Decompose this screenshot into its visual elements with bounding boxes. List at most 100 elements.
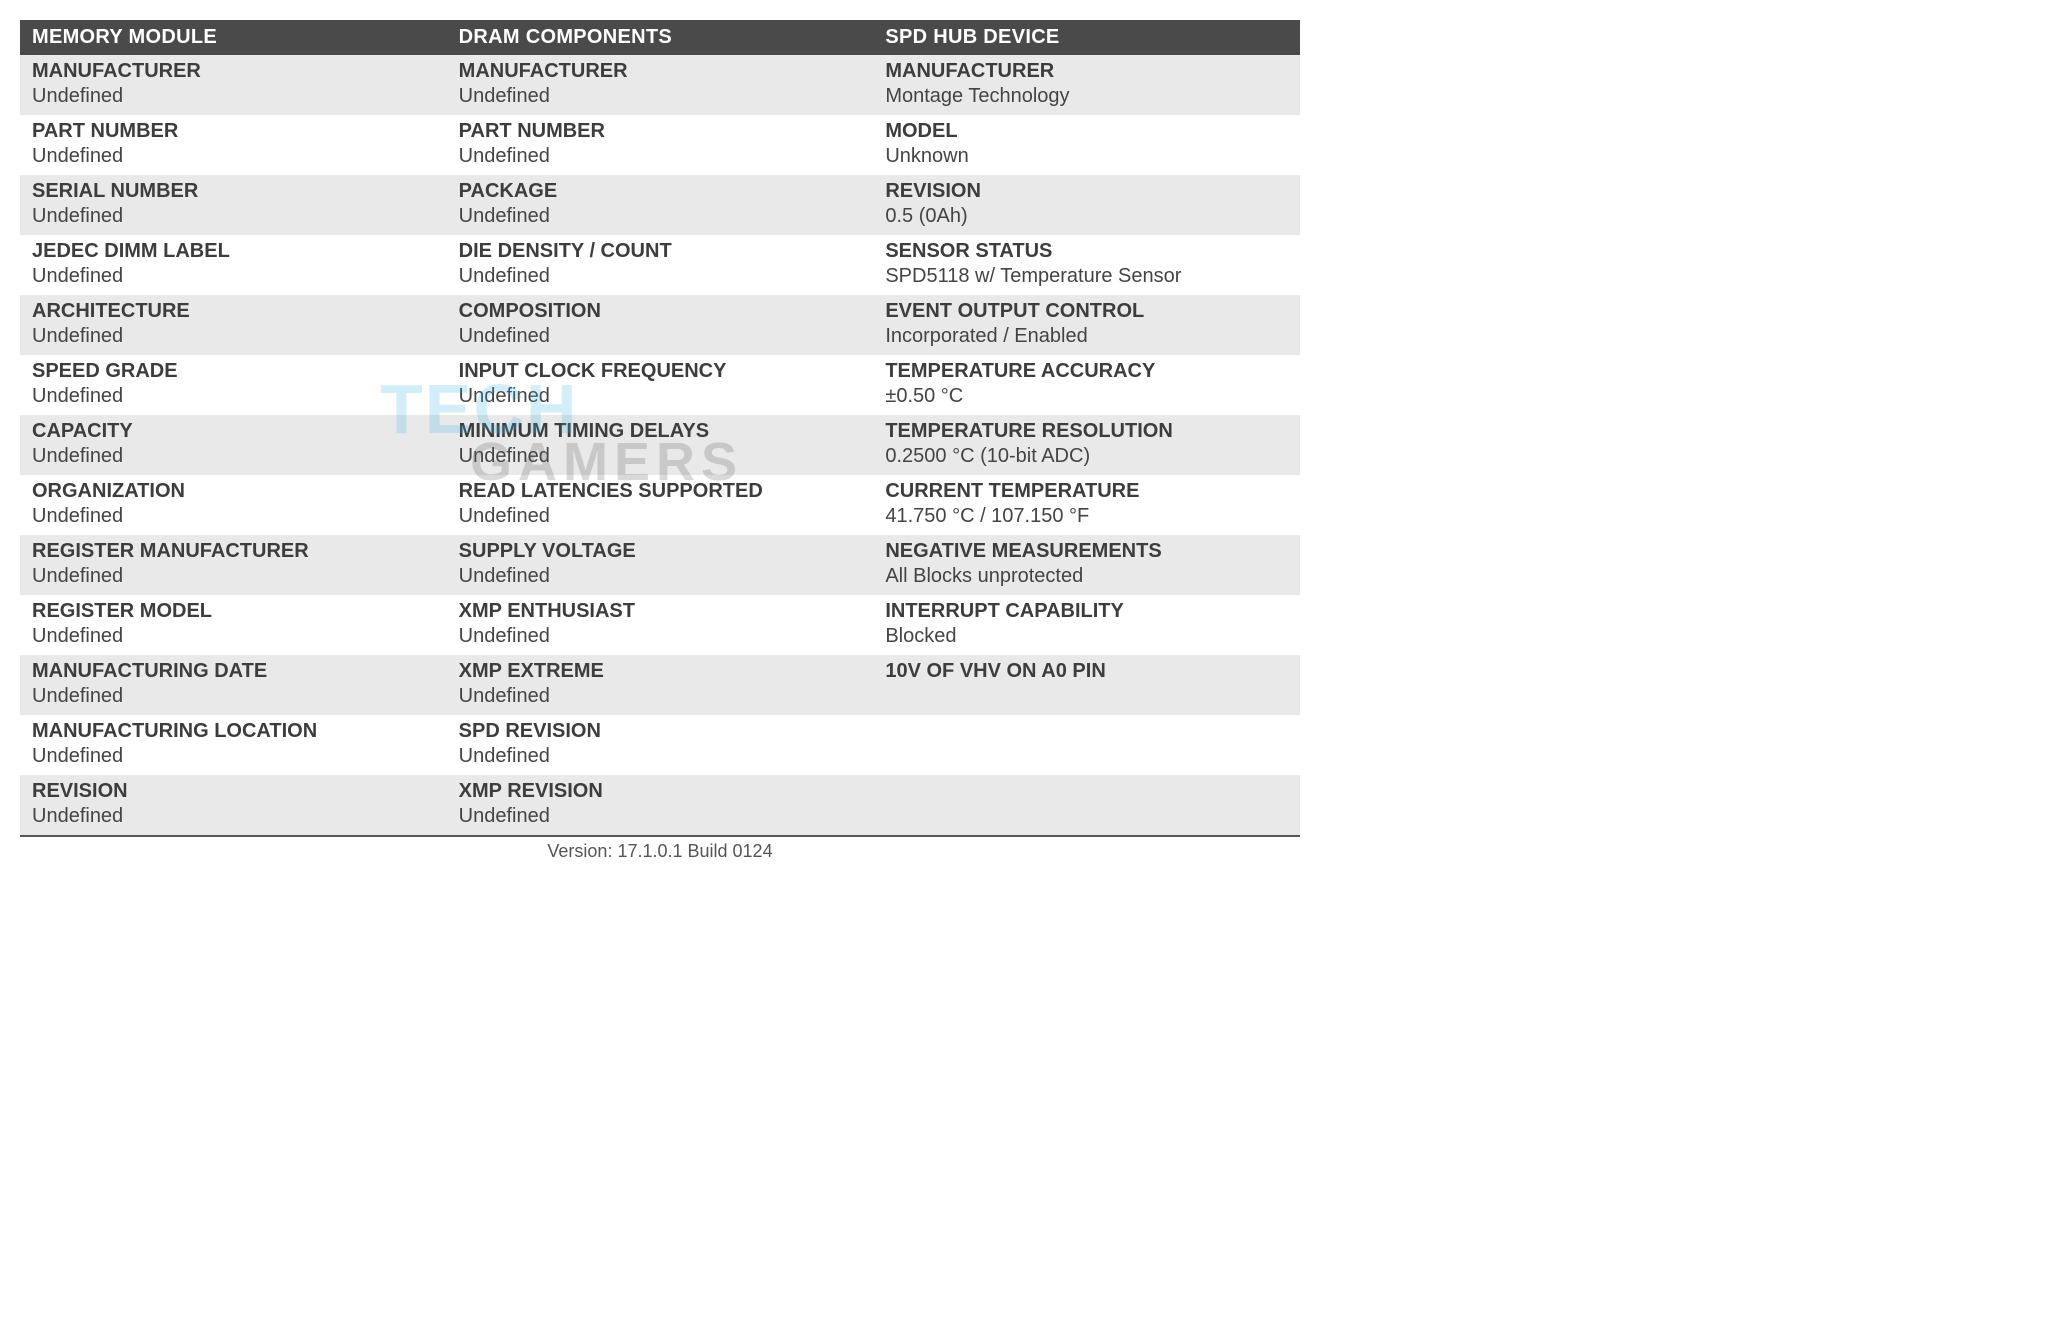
table-row: MANUFACTURING LOCATIONUndefined bbox=[20, 715, 447, 775]
row-value: Undefined bbox=[32, 324, 435, 349]
row-value: Undefined bbox=[459, 84, 862, 109]
table-row: TEMPERATURE RESOLUTION0.2500 °C (10-bit … bbox=[873, 415, 1300, 475]
row-value: Undefined bbox=[459, 624, 862, 649]
table-row: PART NUMBERUndefined bbox=[20, 115, 447, 175]
table-row: DIE DENSITY / COUNTUndefined bbox=[447, 235, 874, 295]
table-row: SUPPLY VOLTAGEUndefined bbox=[447, 535, 874, 595]
column-memory-module: MEMORY MODULE MANUFACTURERUndefined PART… bbox=[20, 20, 447, 835]
row-value: Undefined bbox=[459, 504, 862, 529]
column-dram-components: DRAM COMPONENTS MANUFACTURERUndefined PA… bbox=[447, 20, 874, 835]
row-label: PART NUMBER bbox=[459, 119, 862, 144]
table-row bbox=[873, 715, 1300, 775]
row-label: JEDEC DIMM LABEL bbox=[32, 239, 435, 264]
row-value: Undefined bbox=[32, 144, 435, 169]
row-value: Undefined bbox=[32, 264, 435, 289]
row-label: MANUFACTURING LOCATION bbox=[32, 719, 435, 744]
row-label: SPD REVISION bbox=[459, 719, 862, 744]
spd-report-table: MEMORY MODULE MANUFACTURERUndefined PART… bbox=[20, 20, 1300, 837]
row-label: SPEED GRADE bbox=[32, 359, 435, 384]
table-row: ARCHITECTUREUndefined bbox=[20, 295, 447, 355]
row-label: READ LATENCIES SUPPORTED bbox=[459, 479, 862, 504]
row-value: Undefined bbox=[32, 204, 435, 229]
row-label: PART NUMBER bbox=[32, 119, 435, 144]
table-row: INTERRUPT CAPABILITYBlocked bbox=[873, 595, 1300, 655]
table-row: MANUFACTURERMontage Technology bbox=[873, 55, 1300, 115]
row-value: Undefined bbox=[32, 684, 435, 709]
row-value: Unknown bbox=[885, 144, 1288, 169]
row-value: Undefined bbox=[32, 744, 435, 769]
table-row: CAPACITYUndefined bbox=[20, 415, 447, 475]
row-value: Undefined bbox=[32, 444, 435, 469]
row-value: Undefined bbox=[32, 504, 435, 529]
row-label: MANUFACTURER bbox=[32, 59, 435, 84]
row-label bbox=[885, 719, 1288, 744]
row-value: Undefined bbox=[459, 444, 862, 469]
row-label: MINIMUM TIMING DELAYS bbox=[459, 419, 862, 444]
row-value: Undefined bbox=[459, 204, 862, 229]
row-value: 41.750 °C / 107.150 °F bbox=[885, 504, 1288, 529]
row-value: Undefined bbox=[32, 804, 435, 829]
row-label: ORGANIZATION bbox=[32, 479, 435, 504]
row-label: XMP EXTREME bbox=[459, 659, 862, 684]
table-row bbox=[873, 775, 1300, 835]
row-label: TEMPERATURE RESOLUTION bbox=[885, 419, 1288, 444]
row-label: SERIAL NUMBER bbox=[32, 179, 435, 204]
row-value bbox=[885, 744, 1288, 769]
column-header: MEMORY MODULE bbox=[20, 20, 447, 55]
row-label: XMP REVISION bbox=[459, 779, 862, 804]
table-row: REGISTER MANUFACTURERUndefined bbox=[20, 535, 447, 595]
table-row: XMP EXTREMEUndefined bbox=[447, 655, 874, 715]
row-label: CURRENT TEMPERATURE bbox=[885, 479, 1288, 504]
version-footer: Version: 17.1.0.1 Build 0124 bbox=[20, 837, 1300, 862]
row-label: SENSOR STATUS bbox=[885, 239, 1288, 264]
row-value: Undefined bbox=[459, 684, 862, 709]
row-label: REGISTER MANUFACTURER bbox=[32, 539, 435, 564]
row-value: Undefined bbox=[459, 324, 862, 349]
table-row: SPEED GRADEUndefined bbox=[20, 355, 447, 415]
table-row: MODELUnknown bbox=[873, 115, 1300, 175]
table-row: XMP ENTHUSIASTUndefined bbox=[447, 595, 874, 655]
table-row: COMPOSITIONUndefined bbox=[447, 295, 874, 355]
row-label: TEMPERATURE ACCURACY bbox=[885, 359, 1288, 384]
table-row: 10V OF VHV ON A0 PIN bbox=[873, 655, 1300, 715]
table-row: JEDEC DIMM LABELUndefined bbox=[20, 235, 447, 295]
row-label: ARCHITECTURE bbox=[32, 299, 435, 324]
row-label: MANUFACTURING DATE bbox=[32, 659, 435, 684]
row-value: Undefined bbox=[459, 744, 862, 769]
table-row: MANUFACTURING DATEUndefined bbox=[20, 655, 447, 715]
table-row: XMP REVISIONUndefined bbox=[447, 775, 874, 835]
row-value: Undefined bbox=[32, 624, 435, 649]
table-row: REVISION0.5 (0Ah) bbox=[873, 175, 1300, 235]
row-label: INTERRUPT CAPABILITY bbox=[885, 599, 1288, 624]
table-row: CURRENT TEMPERATURE41.750 °C / 107.150 °… bbox=[873, 475, 1300, 535]
table-row: ORGANIZATIONUndefined bbox=[20, 475, 447, 535]
row-value: Undefined bbox=[459, 564, 862, 589]
row-value: All Blocks unprotected bbox=[885, 564, 1288, 589]
table-row: TEMPERATURE ACCURACY±0.50 °C bbox=[873, 355, 1300, 415]
row-value: 0.5 (0Ah) bbox=[885, 204, 1288, 229]
row-label: SUPPLY VOLTAGE bbox=[459, 539, 862, 564]
column-header: DRAM COMPONENTS bbox=[447, 20, 874, 55]
row-value: Undefined bbox=[32, 384, 435, 409]
row-label: COMPOSITION bbox=[459, 299, 862, 324]
column-header: SPD HUB DEVICE bbox=[873, 20, 1300, 55]
row-label: XMP ENTHUSIAST bbox=[459, 599, 862, 624]
table-row: READ LATENCIES SUPPORTEDUndefined bbox=[447, 475, 874, 535]
table-row: EVENT OUTPUT CONTROLIncorporated / Enabl… bbox=[873, 295, 1300, 355]
row-label bbox=[885, 779, 1288, 804]
row-label: NEGATIVE MEASUREMENTS bbox=[885, 539, 1288, 564]
row-label: REVISION bbox=[32, 779, 435, 804]
row-value bbox=[885, 804, 1288, 829]
row-value: Undefined bbox=[459, 264, 862, 289]
row-label: EVENT OUTPUT CONTROL bbox=[885, 299, 1288, 324]
table-row: REGISTER MODELUndefined bbox=[20, 595, 447, 655]
table-row: SERIAL NUMBERUndefined bbox=[20, 175, 447, 235]
table-row: INPUT CLOCK FREQUENCYUndefined bbox=[447, 355, 874, 415]
row-value: Undefined bbox=[32, 564, 435, 589]
table-row: MANUFACTURERUndefined bbox=[20, 55, 447, 115]
row-label: MODEL bbox=[885, 119, 1288, 144]
table-row: SPD REVISIONUndefined bbox=[447, 715, 874, 775]
row-label: MANUFACTURER bbox=[459, 59, 862, 84]
table-row: MANUFACTURERUndefined bbox=[447, 55, 874, 115]
row-label: REGISTER MODEL bbox=[32, 599, 435, 624]
